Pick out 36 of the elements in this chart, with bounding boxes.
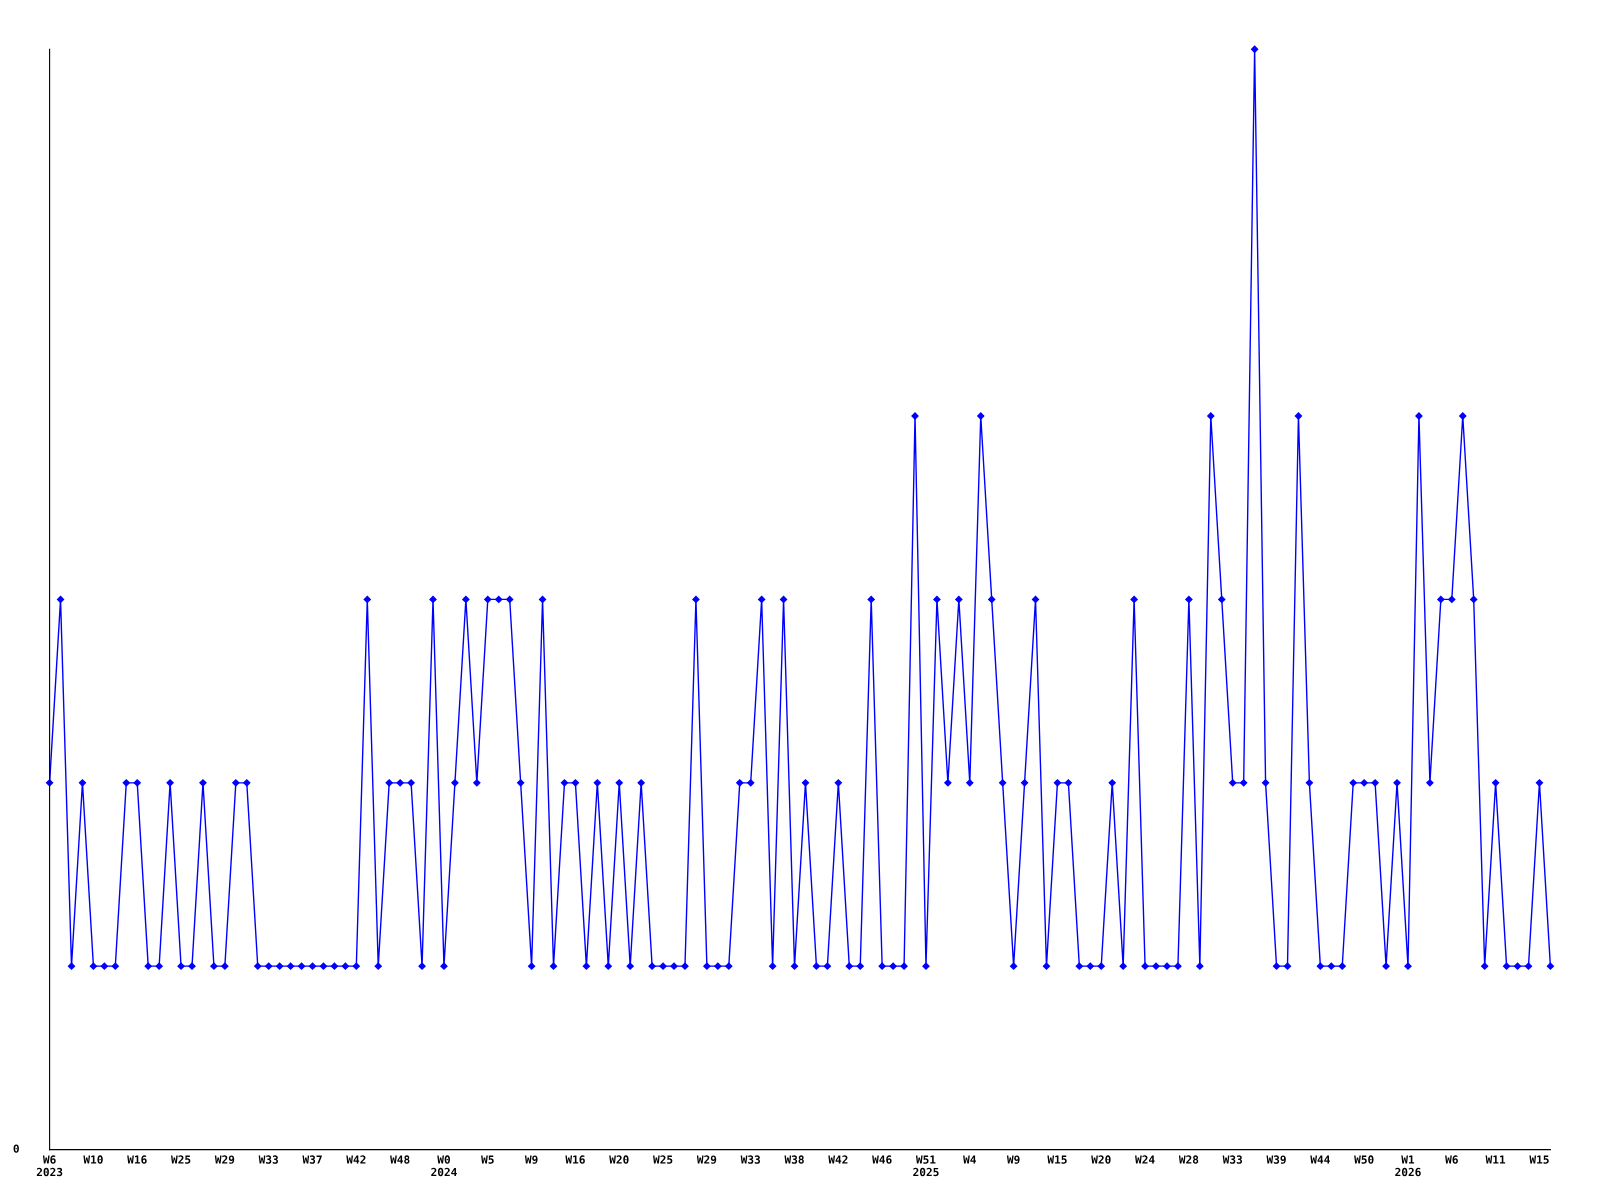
x-tick-label: W11 [1485,1155,1506,1164]
x-tick-label: W39 [1266,1155,1286,1164]
x-tick-label: W44 [1310,1155,1330,1164]
x-tick-label: W33 [740,1155,761,1164]
x-tick-label: W51 2025 [913,1155,939,1177]
x-tick-label: W42 [828,1155,848,1164]
x-tick-label: W1 2026 [1395,1155,1421,1177]
x-tick-label: W38 [784,1155,804,1164]
x-tick-label: W4 [963,1155,976,1164]
x-tick-label: W20 [609,1155,629,1164]
text: 0 [13,1144,19,1153]
x-tick-label: W16 [127,1155,147,1164]
x-tick-label: W25 [171,1155,191,1164]
x-tick-label: W48 [390,1155,410,1164]
x-tick-label: W9 [524,1155,538,1164]
x-tick-label: W10 [83,1155,103,1164]
x-tick-label: W29 [696,1155,717,1164]
x-tick-label: W6 2023 [36,1155,63,1177]
x-tick-label: W20 [1091,1155,1111,1164]
x-tick-label: W33 [1222,1155,1243,1164]
x-tick-label: W0 2024 [431,1155,457,1177]
x-tick-label: W5 [481,1155,494,1164]
x-tick-label: W24 [1135,1155,1155,1164]
x-tick-label: W33 [258,1155,279,1164]
x-tick-label: W29 [214,1155,235,1164]
x-tick-label: W37 [302,1155,322,1164]
x-tick-label: W15 [1529,1155,1549,1164]
x-tick-label: W25 [653,1155,673,1164]
x-tick-label: W46 [872,1155,892,1164]
x-tick-label: W16 [565,1155,585,1164]
x-tick-label: W6 [1445,1155,1458,1164]
x-tick-label: W15 [1047,1155,1067,1164]
x-tick-label: W42 [346,1155,366,1164]
x-tick-label: W28 [1178,1155,1199,1164]
x-tick-label: W50 [1354,1155,1374,1164]
x-tick-label: W9 [1006,1155,1020,1164]
